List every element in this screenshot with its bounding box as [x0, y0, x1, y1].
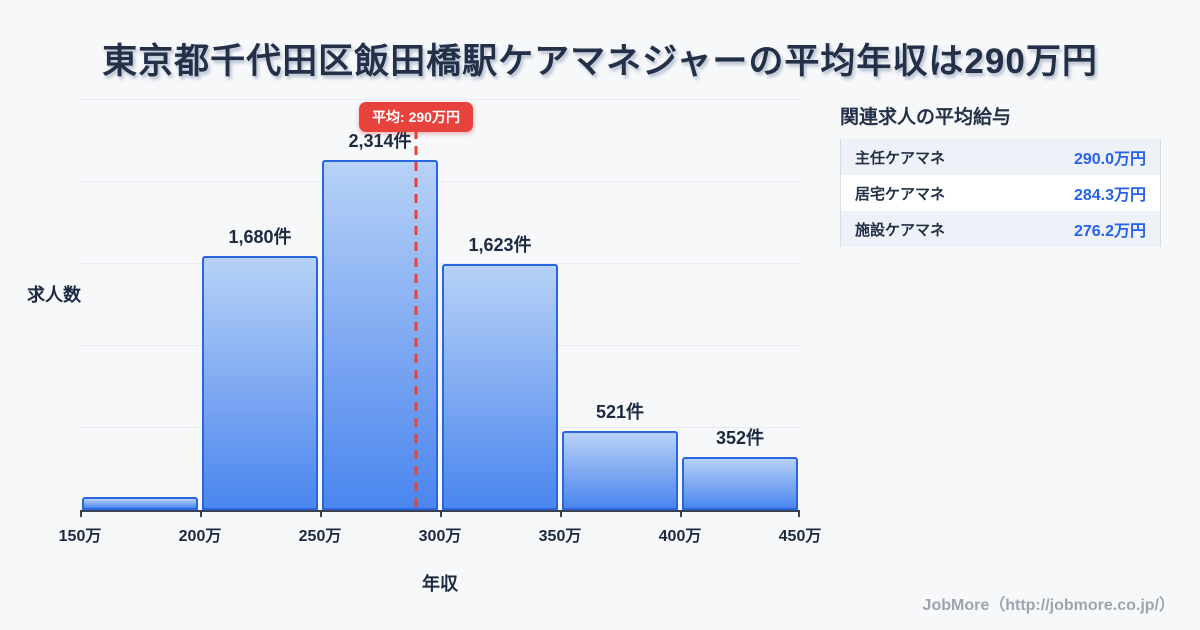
axis-tick: [680, 510, 682, 517]
histogram-bar: [682, 456, 798, 510]
histogram: 平均: 290万円 1,680件 2,314件 1,623件 521件 352件 150万…: [59, 99, 821, 545]
gridline: [80, 99, 800, 100]
axis-tick-label: 300万: [418, 528, 462, 545]
gridline: [80, 345, 800, 346]
job-type-label: 主任ケアマネ: [855, 149, 946, 167]
bar-value-label: 2,314件: [348, 130, 412, 151]
axis-tick: [80, 510, 82, 517]
page-title: 東京都千代田区飯田橋駅ケアマネジャーの平均年収は290万円: [102, 42, 1098, 81]
axis-tick: [200, 510, 202, 517]
x-axis-label: 年収: [422, 574, 458, 594]
bar-value-label: 1,680件: [228, 226, 292, 247]
histogram-bar: [322, 159, 438, 510]
axis-tick: [440, 510, 442, 517]
axis-tick: [320, 510, 322, 517]
axis-tick: [798, 510, 800, 517]
histogram-bar: [82, 497, 198, 510]
table-row: 施設ケアマネ 276.2万円: [841, 211, 1160, 247]
histogram-bar: [202, 255, 318, 510]
side-panel-heading: 関連求人の平均給与: [840, 107, 1012, 128]
axis-tick: [560, 510, 562, 517]
axis-tick-label: 400万: [658, 528, 702, 545]
histogram-bar: [562, 431, 678, 510]
axis-tick-label: 200万: [178, 528, 222, 545]
y-axis-label: 求人数: [27, 285, 81, 305]
job-type-label: 居宅ケアマネ: [855, 185, 946, 203]
axis-tick-label: 150万: [58, 528, 102, 545]
axis-tick-label: 450万: [778, 528, 822, 545]
gridline: [80, 427, 800, 428]
bar-value-label: 352件: [715, 427, 765, 448]
bar-value-label: 1,623件: [468, 235, 532, 256]
job-type-label: 施設ケアマネ: [855, 221, 946, 239]
table-row: 居宅ケアマネ 284.3万円: [841, 175, 1160, 211]
axis-tick-label: 250万: [298, 528, 342, 545]
source-credit: JobMore（http://jobmore.co.jp/）: [922, 597, 1175, 614]
table-row: 主任ケアマネ 290.0万円: [841, 139, 1160, 175]
bar-value-label: 521件: [595, 402, 645, 423]
gridline: [80, 181, 800, 182]
salary-value: 290.0万円: [1073, 151, 1146, 168]
salary-value: 276.2万円: [1073, 223, 1146, 240]
salary-value: 284.3万円: [1073, 187, 1146, 204]
axis-tick-label: 350万: [538, 528, 582, 545]
related-salary-table: 主任ケアマネ 290.0万円居宅ケアマネ 284.3万円施設ケアマネ 276.2万円: [840, 139, 1161, 247]
average-badge: 平均: 290万円: [359, 102, 473, 132]
histogram-bar: [442, 264, 558, 510]
average-line: [414, 130, 418, 510]
gridline: [80, 263, 800, 264]
